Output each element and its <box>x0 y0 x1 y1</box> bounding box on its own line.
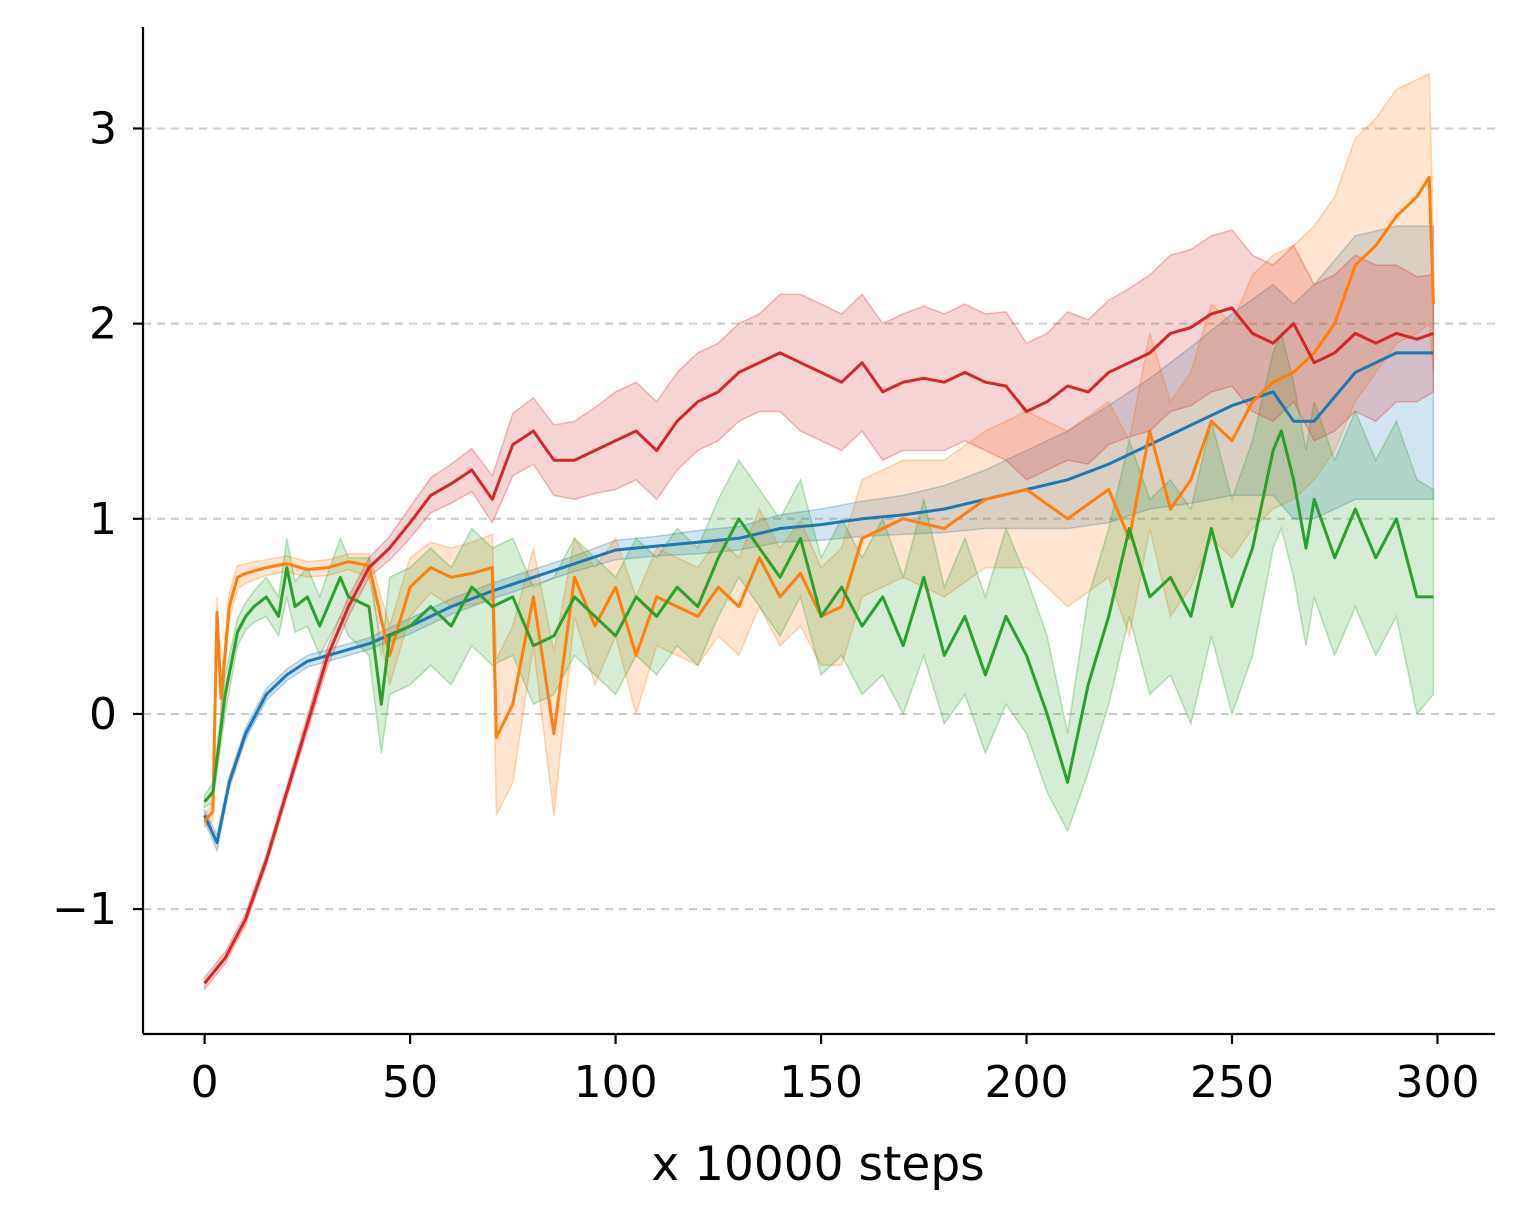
series-2-line <box>203 429 1434 803</box>
series-3-line <box>203 306 1434 985</box>
series-1-line <box>203 175 1435 823</box>
x-tick-label: 100 <box>574 1057 658 1108</box>
x-tick-label: 150 <box>779 1057 863 1108</box>
series-lines <box>203 175 1435 985</box>
x-tick-label: 0 <box>191 1057 219 1108</box>
tick-marks: −1 0 1 2 3 0 50 100 150 200 250 300 <box>52 103 1479 1108</box>
x-tick-label: 50 <box>382 1057 438 1108</box>
y-tick-label: 1 <box>89 494 117 545</box>
y-tick-label: 3 <box>89 103 117 154</box>
series-0-line <box>203 351 1434 845</box>
x-axis-label: x 10000 steps <box>651 1137 984 1192</box>
y-tick-label: 2 <box>89 299 117 350</box>
series-3-band <box>203 229 1435 992</box>
axes <box>141 27 1495 1036</box>
x-tick-label: 250 <box>1190 1057 1274 1108</box>
confidence-bands <box>203 72 1435 992</box>
x-tick-label: 300 <box>1395 1057 1479 1108</box>
y-tick-label: −1 <box>52 884 117 935</box>
series-2-band <box>203 331 1435 833</box>
y-tick-label: 0 <box>89 689 117 740</box>
gridlines <box>143 127 1495 911</box>
series-1-band <box>203 72 1435 829</box>
x-tick-label: 200 <box>985 1057 1069 1108</box>
